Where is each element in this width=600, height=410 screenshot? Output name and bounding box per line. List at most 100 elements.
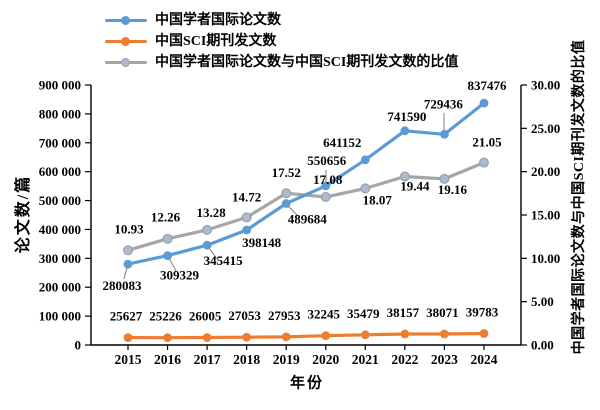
data-label-series-1: 25226 bbox=[149, 309, 182, 324]
data-point-series-2 bbox=[360, 183, 371, 194]
data-label-series-0: 280083 bbox=[103, 278, 143, 293]
data-point-series-2 bbox=[399, 171, 410, 182]
legend-item-international-papers: 中国学者国际论文数 bbox=[105, 13, 458, 28]
data-label-series-1: 38157 bbox=[387, 305, 420, 320]
data-point-series-0 bbox=[360, 155, 370, 165]
data-label-series-2: 21.05 bbox=[472, 135, 502, 150]
legend-label: 中国学者国际论文数与中国SCI期刊发文数的比值 bbox=[155, 55, 459, 70]
left-axis-title: 论文数/篇 bbox=[15, 174, 32, 254]
data-point-series-2 bbox=[439, 173, 450, 184]
data-point-series-2 bbox=[122, 245, 133, 256]
data-label-series-2: 12.26 bbox=[151, 210, 181, 225]
data-point-series-0 bbox=[321, 181, 331, 191]
data-label-series-2: 17.52 bbox=[272, 165, 301, 180]
x-tick-label: 2024 bbox=[470, 352, 497, 367]
x-tick-label: 2016 bbox=[154, 352, 181, 367]
data-point-series-0 bbox=[400, 126, 410, 136]
y-left-tick-label: 600 000 bbox=[39, 164, 81, 179]
data-label-series-0: 309329 bbox=[160, 268, 200, 283]
label-leader-line bbox=[123, 266, 128, 280]
y-right-tick-label: 25.00 bbox=[531, 121, 560, 136]
data-label-series-0: 741590 bbox=[387, 109, 426, 124]
x-tick-label: 2017 bbox=[194, 352, 221, 367]
x-tick-label: 2021 bbox=[352, 352, 379, 367]
data-point-series-0 bbox=[440, 129, 449, 139]
data-label-series-0: 837476 bbox=[467, 78, 507, 93]
y-left-tick-label: 100 000 bbox=[39, 309, 81, 324]
series-line-1 bbox=[126, 331, 486, 340]
label-leader-line bbox=[287, 205, 300, 218]
data-label-series-0: 489684 bbox=[288, 212, 328, 227]
y-left-tick-label: 0 bbox=[75, 338, 82, 353]
y-right-tick-label: 15.00 bbox=[531, 208, 560, 223]
data-label-series-2: 13.28 bbox=[196, 205, 226, 220]
data-label-series-2: 10.93 bbox=[114, 221, 144, 236]
y-left-tick-label: 800 000 bbox=[39, 106, 81, 121]
data-label-series-2: 17.08 bbox=[313, 172, 343, 187]
data-point-series-0 bbox=[163, 251, 172, 260]
data-point-series-2 bbox=[281, 188, 292, 199]
data-point-series-1 bbox=[400, 329, 410, 339]
y-right-tick-label: 5.00 bbox=[531, 294, 554, 309]
label-leader-line bbox=[208, 247, 218, 260]
data-point-series-1 bbox=[360, 330, 370, 340]
data-label-series-1: 27053 bbox=[228, 308, 261, 323]
data-point-series-1 bbox=[321, 331, 331, 341]
y-left-tick-label: 400 000 bbox=[39, 222, 81, 237]
data-point-series-1 bbox=[242, 332, 252, 342]
data-label-series-1: 25627 bbox=[110, 309, 143, 324]
x-tick-label: 2023 bbox=[431, 352, 458, 367]
legend-label: 中国SCI期刊发文数 bbox=[155, 34, 277, 49]
x-tick-label: 2019 bbox=[273, 352, 300, 367]
data-label-series-2: 19.44 bbox=[400, 179, 430, 194]
y-left-tick-label: 700 000 bbox=[39, 135, 81, 150]
data-label-series-0: 550656 bbox=[307, 153, 347, 168]
legend-item-ratio: 中国学者国际论文数与中国SCI期刊发文数的比值 bbox=[105, 55, 458, 70]
data-label-series-0: 398148 bbox=[242, 235, 282, 250]
data-point-series-2 bbox=[162, 233, 173, 244]
y-left-tick-label: 300 000 bbox=[39, 251, 81, 266]
data-point-series-0 bbox=[479, 98, 489, 108]
data-label-series-1: 38071 bbox=[426, 305, 459, 320]
x-tick-label: 2015 bbox=[115, 352, 142, 367]
right-axis-title: 中国学者国际论文数与中国SCI期刊发文数的比值 bbox=[572, 39, 587, 355]
data-label-series-0: 345415 bbox=[204, 253, 244, 268]
legend-label: 中国学者国际论文数 bbox=[155, 13, 281, 28]
x-tick-label: 2020 bbox=[312, 352, 339, 367]
data-label-series-1: 27953 bbox=[268, 308, 301, 323]
data-label-series-2: 14.72 bbox=[232, 189, 261, 204]
data-point-series-1 bbox=[163, 333, 172, 343]
chart-legend: 中国学者国际论文数 中国SCI期刊发文数 中国学者国际论文数与中国SCI期刊发文… bbox=[105, 13, 458, 70]
series-line-0 bbox=[126, 101, 486, 266]
data-point-series-2 bbox=[202, 224, 213, 235]
data-label-series-2: 18.07 bbox=[363, 192, 393, 207]
data-label-series-0: 729436 bbox=[424, 96, 464, 111]
data-point-series-0 bbox=[202, 240, 212, 250]
x-tick-label: 2018 bbox=[233, 352, 260, 367]
y-right-tick-label: 10.00 bbox=[531, 251, 560, 266]
data-label-series-1: 26005 bbox=[189, 308, 222, 323]
data-point-series-2 bbox=[478, 157, 489, 168]
y-right-tick-label: 20.00 bbox=[531, 164, 560, 179]
series-line-2 bbox=[126, 161, 486, 252]
data-label-series-0: 641152 bbox=[323, 135, 361, 150]
data-point-series-1 bbox=[479, 329, 489, 338]
data-point-series-2 bbox=[320, 192, 331, 203]
data-point-series-1 bbox=[440, 329, 449, 339]
data-label-series-1: 35479 bbox=[347, 306, 380, 321]
legend-line-marker-gray-icon bbox=[105, 58, 147, 68]
y-left-tick-label: 900 000 bbox=[39, 78, 81, 93]
x-axis-title: 年份 bbox=[289, 375, 325, 392]
data-point-series-0 bbox=[242, 225, 252, 235]
data-label-series-1: 32245 bbox=[308, 307, 341, 322]
x-tick-label: 2022 bbox=[391, 352, 418, 367]
data-label-series-2: 19.16 bbox=[438, 182, 468, 197]
data-point-series-1 bbox=[123, 333, 133, 342]
y-left-tick-label: 500 000 bbox=[39, 193, 81, 208]
y-right-tick-label: 30.00 bbox=[531, 78, 560, 93]
y-right-tick-label: 0.00 bbox=[531, 338, 554, 353]
data-label-series-1: 39783 bbox=[466, 305, 499, 320]
data-point-series-1 bbox=[202, 333, 212, 342]
data-point-series-0 bbox=[123, 259, 133, 269]
